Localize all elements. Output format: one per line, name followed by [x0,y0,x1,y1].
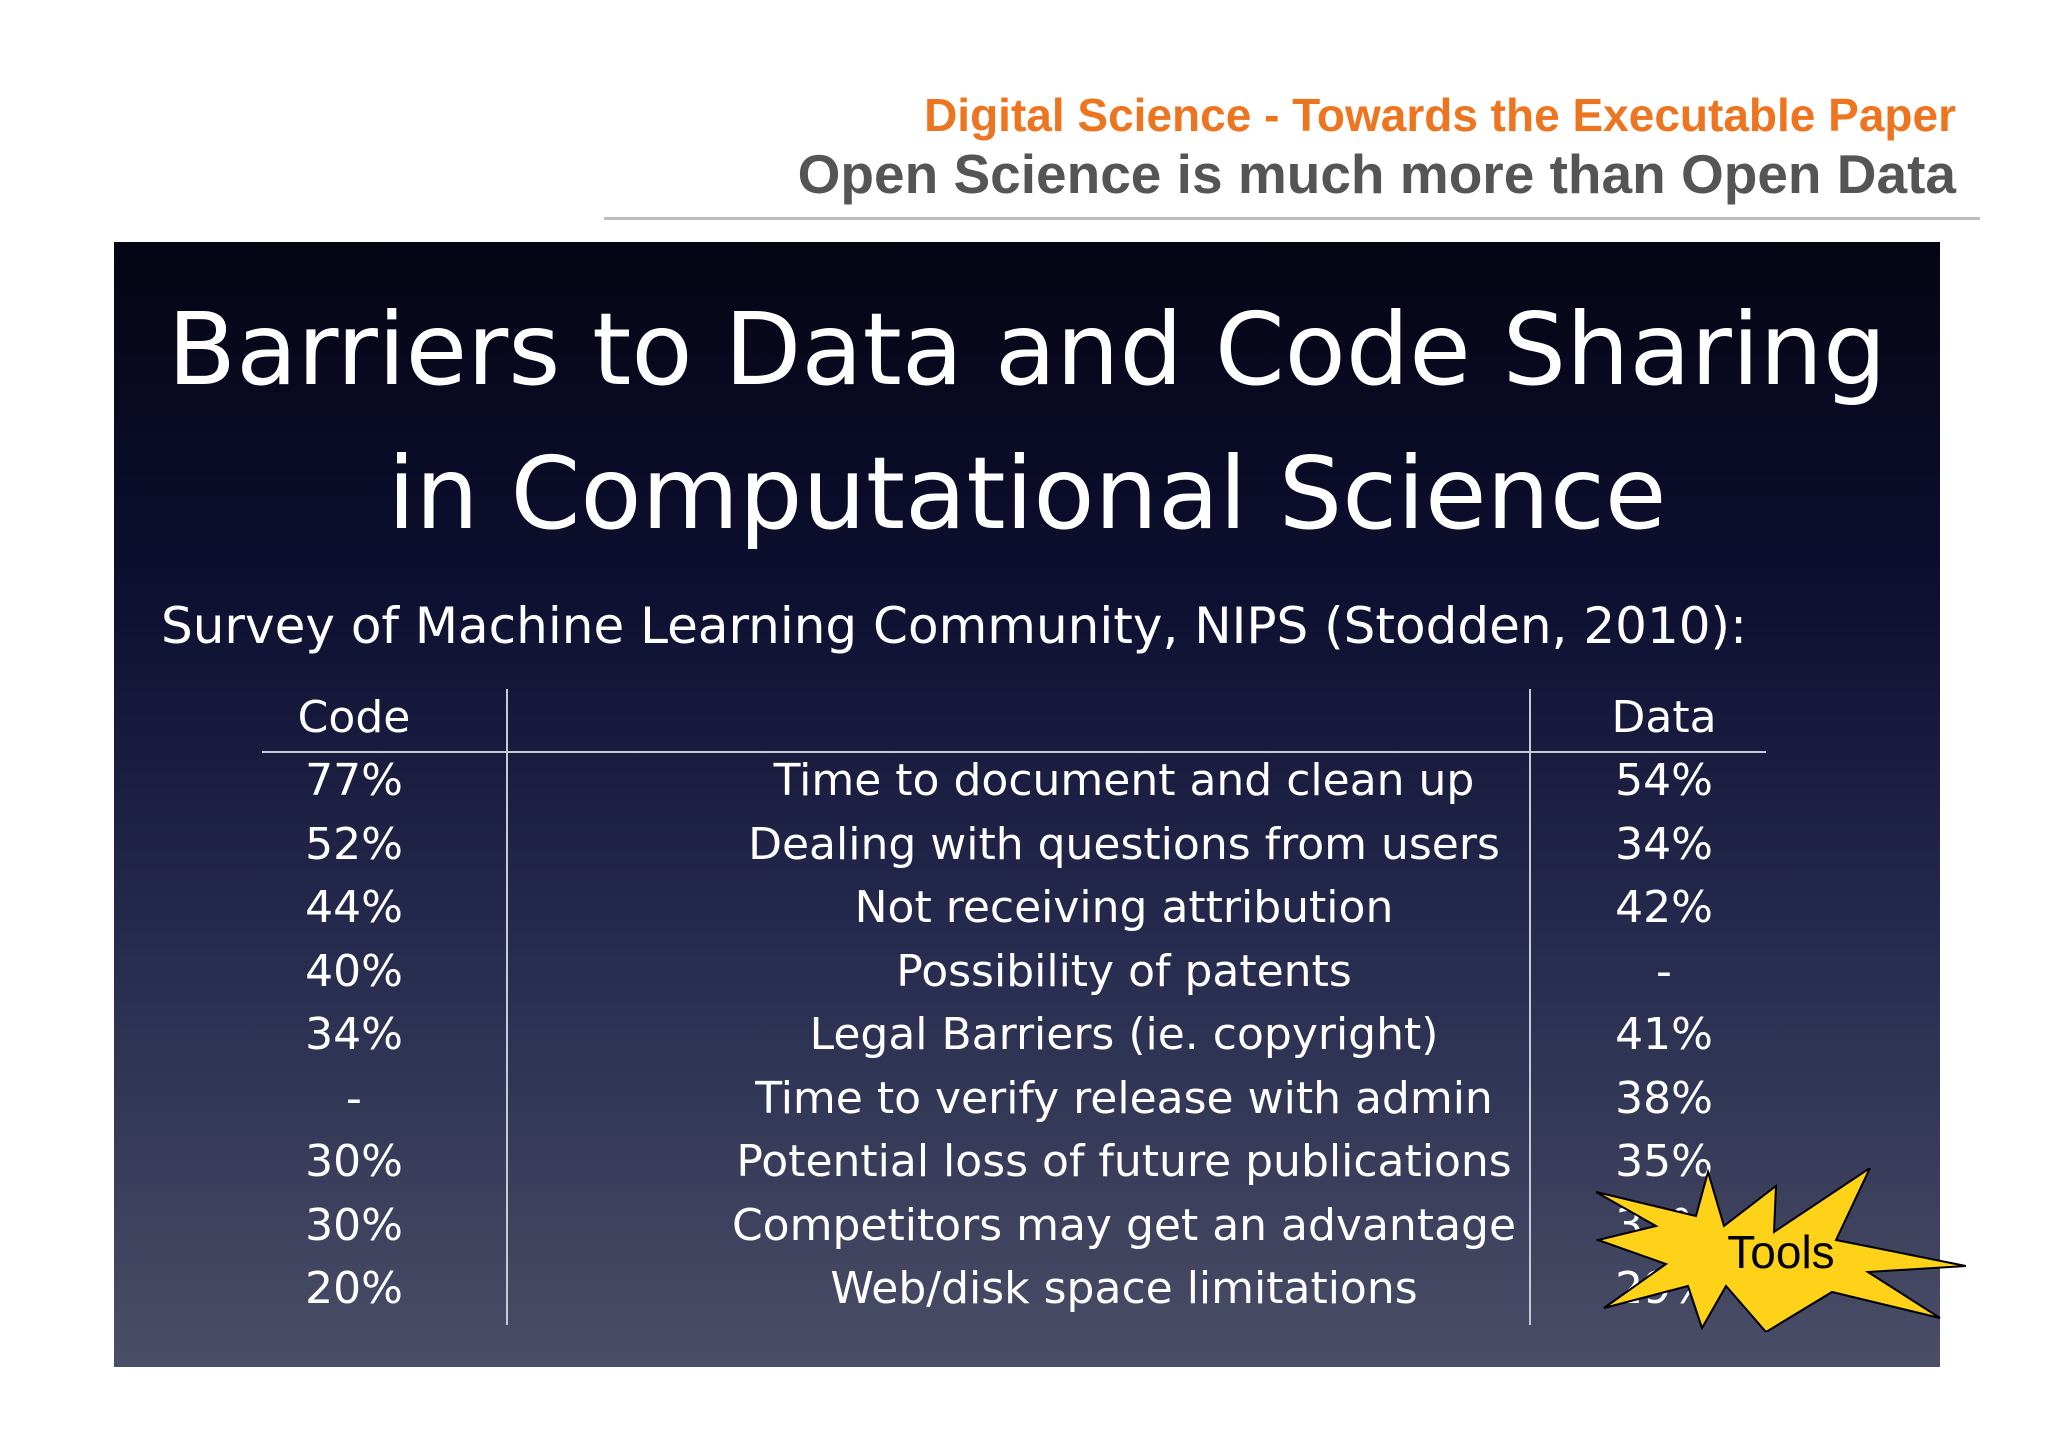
column-header-code: Code [297,692,411,743]
header-subtitle: Open Science is much more than Open Data [797,143,1956,205]
data-value: 34% [1615,818,1713,870]
code-value: 40% [305,945,403,997]
barrier-label: Not receiving attribution [854,882,1394,933]
barrier-label: Web/disk space limitations [830,1263,1418,1314]
data-value: 35% [1615,1136,1713,1187]
tools-starburst: Tools [1596,1168,1966,1332]
code-value: 20% [305,1263,403,1314]
column-header-data: Data [1611,692,1717,743]
survey-caption: Survey of Machine Learning Community, NI… [161,597,1747,655]
code-value: 34% [305,1009,403,1060]
barrier-label: Time to verify release with admin [755,1072,1493,1124]
table-header-rule [262,751,1766,753]
barrier-label: Legal Barriers (ie. copyright) [809,1009,1439,1060]
slide-panel: Barriers to Data and Code Sharing in Com… [114,242,1940,1367]
code-value: - [346,1072,362,1124]
code-value: 44% [305,882,403,933]
slide-title-line-2: in Computational Science [387,435,1667,552]
barrier-label: Dealing with questions from users [748,818,1500,870]
data-value: 42% [1615,882,1713,933]
header: Digital Science - Towards the Executable… [798,88,1956,206]
data-value: 41% [1615,1009,1713,1060]
header-top-title: Digital Science - Towards the Executable… [924,89,1956,141]
data-value: 38% [1615,1072,1713,1124]
barrier-label: Possibility of patents [896,945,1352,997]
table-divider-right [1529,689,1531,1325]
code-value: 77% [305,755,403,806]
header-divider [604,217,1980,220]
barrier-label: Competitors may get an advantage [731,1199,1517,1251]
barrier-label: Potential loss of future publications [736,1136,1512,1187]
barriers-table: Code Data 77% Time to document and clean … [114,242,1940,1367]
starburst-label: Tools [1727,1226,1834,1278]
slide-title: Barriers to Data and Code Sharing in Com… [114,278,1940,566]
barrier-label: Time to document and clean up [773,755,1475,806]
code-value: 30% [305,1199,403,1251]
table-divider-left [506,689,508,1325]
slide-title-line-1: Barriers to Data and Code Sharing [167,291,1887,408]
data-value: 54% [1615,755,1713,806]
starburst-shape [1596,1168,1966,1332]
code-value: 52% [305,818,403,870]
code-value: 30% [305,1136,403,1187]
data-value: - [1656,945,1672,997]
